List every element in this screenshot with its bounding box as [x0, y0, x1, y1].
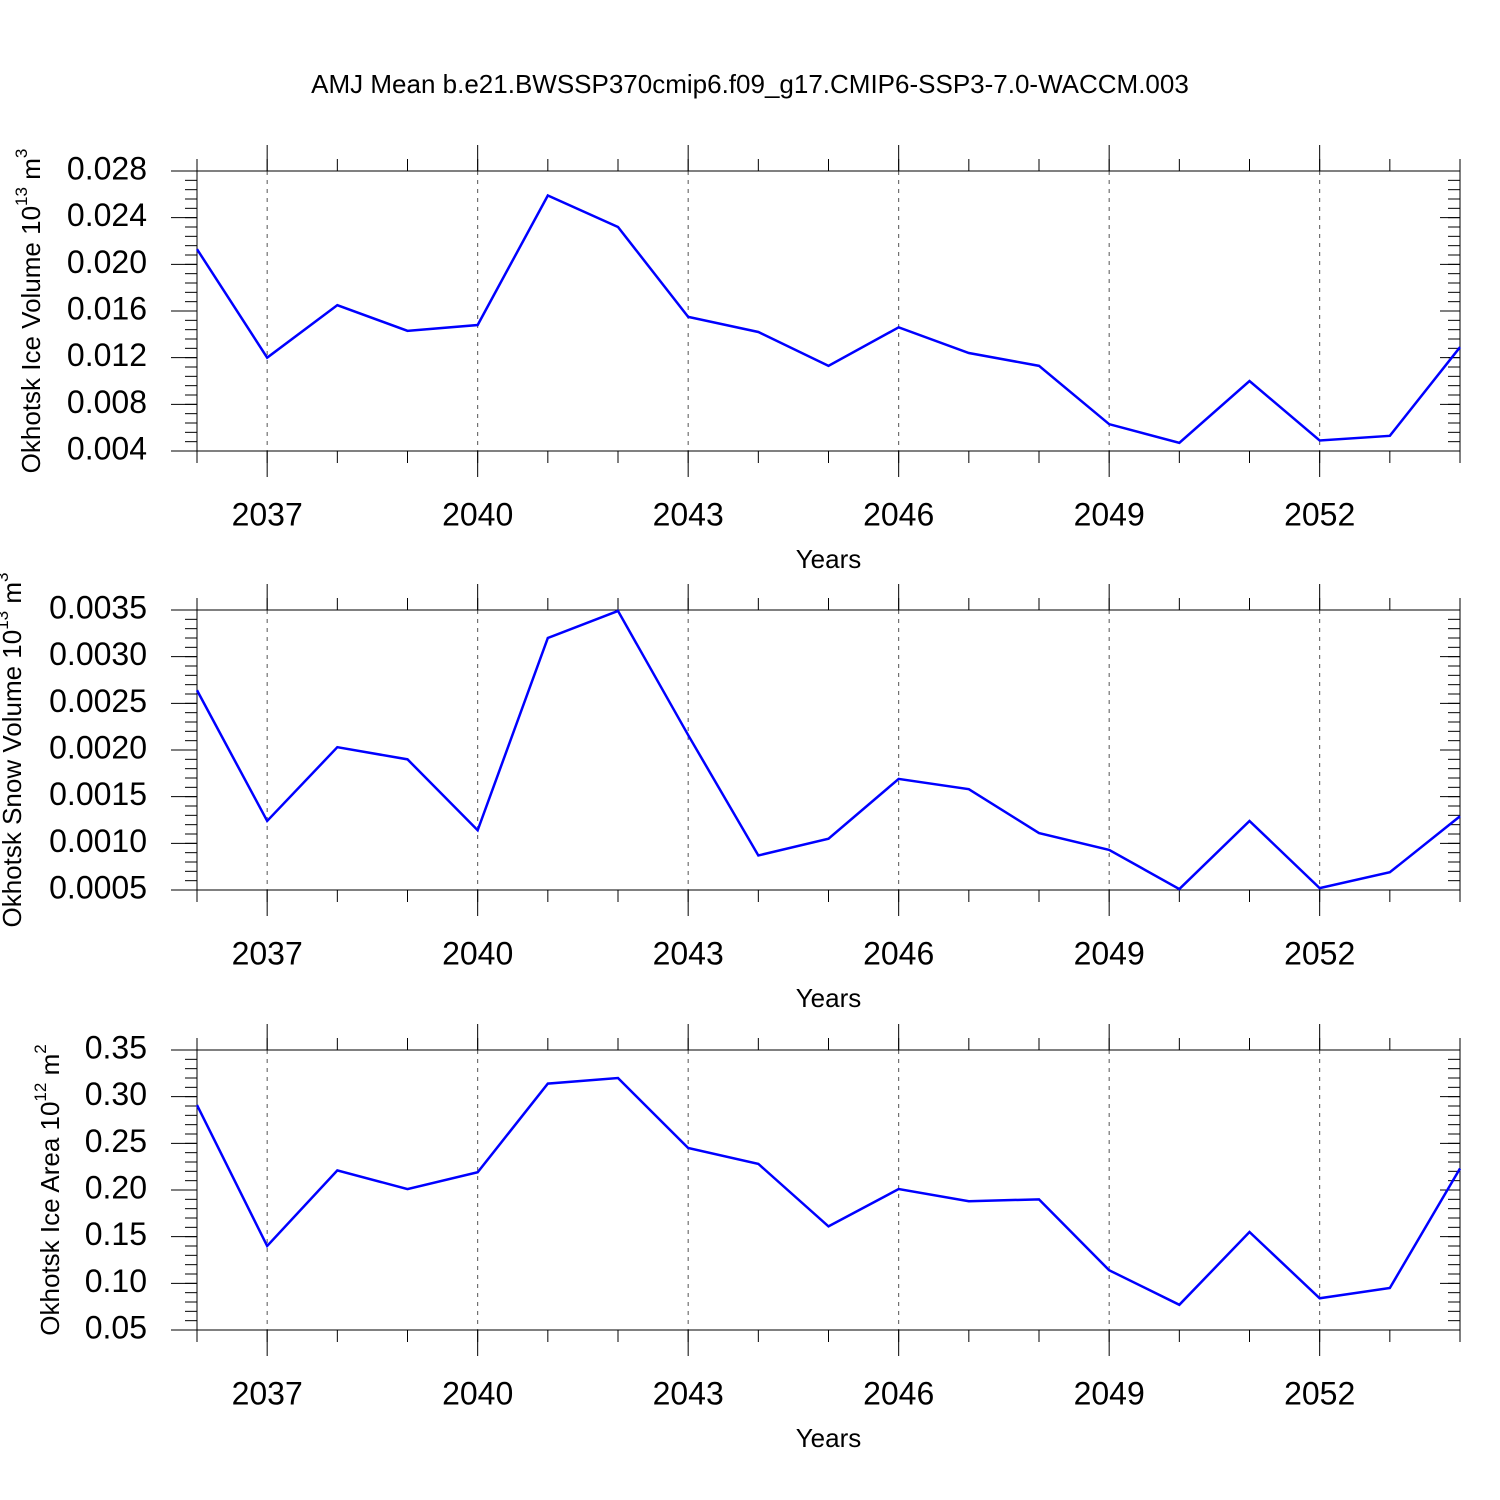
- y-tick-label: 0.15: [85, 1216, 147, 1252]
- x-tick-label: 2049: [1074, 1375, 1145, 1411]
- x-tick-label: 2046: [863, 1375, 934, 1411]
- x-tick-label: 2043: [653, 1375, 724, 1411]
- x-tick-label: 2040: [442, 496, 513, 532]
- plot-frame: [196, 170, 1461, 452]
- x-axis-label: Years: [796, 544, 862, 574]
- y-tick-label: 0.012: [67, 337, 147, 373]
- y-axis-label-unit: m: [35, 1054, 65, 1083]
- y-tick-label: 0.0015: [49, 776, 147, 812]
- x-tick-label: 2043: [653, 935, 724, 971]
- x-tick-label: 2037: [232, 496, 303, 532]
- y-tick-label: 0.05: [85, 1309, 147, 1345]
- y-tick-label: 0.0005: [49, 869, 147, 905]
- plot-frame: [196, 609, 1461, 891]
- data-line: [195, 609, 1461, 891]
- x-tick-label: 2049: [1074, 935, 1145, 971]
- y-tick-label: 0.20: [85, 1169, 147, 1205]
- x-tick-label: 2043: [653, 496, 724, 532]
- x-tick-label: 2046: [863, 496, 934, 532]
- x-tick-label: 2037: [232, 935, 303, 971]
- y-tick-label: 0.020: [67, 244, 147, 280]
- y-axis-label-exponent: 13: [12, 187, 31, 206]
- x-axis-label: Years: [796, 983, 862, 1013]
- y-axis-label-unit-exponent: 3: [12, 149, 31, 158]
- y-axis-label-text: Okhotsk Ice Volume 10: [16, 206, 46, 473]
- y-axis-label-unit: m: [0, 582, 27, 611]
- y-axis-label-unit: m: [16, 158, 46, 187]
- data-line: [195, 1076, 1462, 1307]
- y-tick-label: 0.10: [85, 1263, 147, 1299]
- y-axis-label-text: Okhotsk Ice Area 10: [35, 1102, 65, 1336]
- x-axis-label: Years: [796, 1423, 862, 1453]
- y-axis-label: Okhotsk Ice Volume 1013 m3: [12, 149, 45, 474]
- x-tick-label: 2046: [863, 935, 934, 971]
- y-tick-label: 0.0025: [49, 683, 147, 719]
- y-axis-label-text: Okhotsk Snow Volume 10: [0, 630, 27, 928]
- y-axis-label-exponent: 13: [0, 611, 12, 630]
- x-tick-label: 2040: [442, 1375, 513, 1411]
- plot-frame: [196, 1049, 1461, 1331]
- y-axis-label-exponent: 12: [31, 1083, 50, 1102]
- y-tick-label: 0.004: [67, 430, 147, 466]
- y-tick-label: 0.0010: [49, 823, 147, 859]
- y-axis-label: Okhotsk Snow Volume 1013 m3: [0, 573, 27, 928]
- y-tick-label: 0.016: [67, 290, 147, 326]
- y-tick-label: 0.024: [67, 197, 147, 233]
- y-tick-label: 0.028: [67, 150, 147, 186]
- y-tick-label: 0.008: [67, 384, 147, 420]
- y-tick-label: 0.25: [85, 1123, 147, 1159]
- data-line: [195, 193, 1461, 445]
- x-tick-label: 2037: [232, 1375, 303, 1411]
- y-axis-label: Okhotsk Ice Area 1012 m2: [31, 1044, 64, 1335]
- y-tick-label: 0.35: [85, 1029, 147, 1065]
- y-tick-label: 0.0035: [49, 589, 147, 625]
- y-tick-label: 0.0020: [49, 729, 147, 765]
- y-tick-label: 0.0030: [49, 636, 147, 672]
- x-tick-label: 2052: [1284, 1375, 1355, 1411]
- x-tick-label: 2049: [1074, 496, 1145, 532]
- x-tick-label: 2052: [1284, 935, 1355, 971]
- x-tick-label: 2040: [442, 935, 513, 971]
- figure-title: AMJ Mean b.e21.BWSSP370cmip6.f09_g17.CMI…: [311, 69, 1189, 99]
- x-tick-label: 2052: [1284, 496, 1355, 532]
- y-axis-label-unit-exponent: 2: [31, 1044, 50, 1053]
- y-axis-label-unit-exponent: 3: [0, 573, 12, 582]
- y-tick-label: 0.30: [85, 1076, 147, 1112]
